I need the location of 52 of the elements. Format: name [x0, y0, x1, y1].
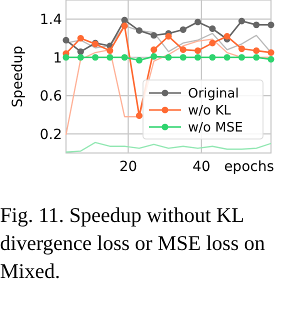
point	[136, 112, 143, 120]
line-series	[65, 142, 272, 153]
point	[106, 47, 114, 54]
point	[121, 22, 128, 30]
point	[136, 27, 143, 34]
point	[253, 22, 260, 28]
point	[121, 54, 128, 61]
point	[194, 47, 202, 54]
point	[194, 54, 202, 61]
point	[238, 54, 246, 61]
point	[268, 22, 274, 28]
x-tick-label: 20	[119, 159, 138, 175]
point	[62, 54, 70, 61]
point	[180, 46, 186, 54]
point	[136, 56, 143, 64]
legend-label: Original	[188, 86, 239, 102]
x-tick-label: 40	[192, 159, 210, 175]
point	[224, 54, 230, 61]
point	[268, 49, 274, 56]
point	[77, 48, 84, 55]
point	[180, 26, 186, 33]
point	[77, 34, 84, 42]
point	[238, 18, 246, 24]
legend-label: w/o KL	[188, 104, 232, 119]
point	[180, 54, 186, 61]
point	[268, 56, 274, 63]
point	[150, 46, 158, 54]
point	[106, 54, 114, 61]
point	[209, 40, 216, 46]
x-axis-title: epochs	[224, 159, 274, 175]
point	[150, 53, 158, 60]
point	[62, 36, 70, 44]
point	[238, 45, 246, 52]
point	[209, 54, 216, 61]
y-axis-title: Speedup	[10, 46, 26, 108]
point	[194, 18, 202, 26]
legend-label: w/o MSE	[188, 120, 243, 136]
y-tick-label: 0.6	[40, 88, 62, 105]
point	[165, 33, 172, 40]
point	[92, 54, 99, 61]
y-tick-label: 1	[53, 50, 62, 66]
point	[121, 16, 128, 24]
y-tick-label: 0.2	[40, 126, 62, 143]
point	[224, 33, 230, 40]
point	[253, 54, 260, 61]
y-tick-label: 1.4	[40, 12, 62, 28]
point	[253, 47, 260, 54]
caption: Fig. 11. Speedup without KL divergence loss or MSE loss on Mixed.	[0, 203, 266, 283]
point	[150, 32, 158, 39]
point	[165, 54, 172, 61]
point	[77, 54, 84, 61]
point	[209, 25, 216, 32]
